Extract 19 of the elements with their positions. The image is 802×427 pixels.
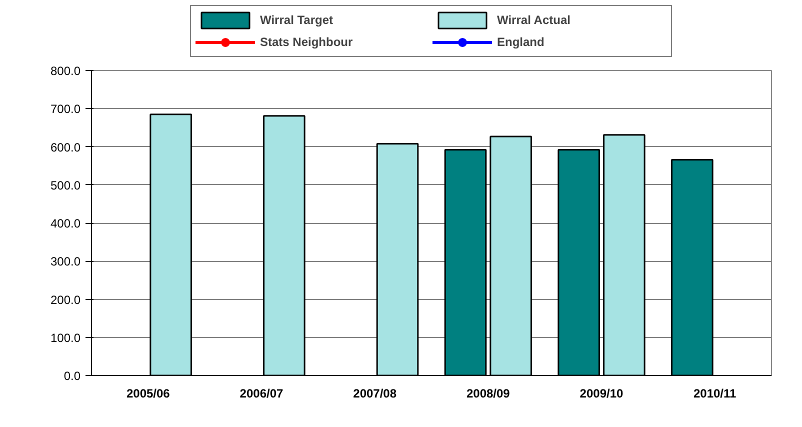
x-tick-label: 2006/07 (240, 386, 284, 400)
y-tick-label: 800.0 (50, 64, 81, 78)
x-tick-label: 2010/11 (693, 386, 737, 400)
y-tick-label: 200.0 (50, 292, 81, 307)
x-tick-label: 2007/08 (353, 386, 397, 400)
y-tick-label: 0.0 (64, 369, 81, 383)
y-tick-label: 600.0 (50, 140, 81, 154)
y-tick-label: 400.0 (50, 216, 81, 230)
y-tick-label: 700.0 (50, 102, 81, 116)
legend-label: England (497, 35, 546, 49)
legend-label: Stats Neighbour (260, 35, 354, 49)
legend-label: Wirral Target (260, 13, 334, 27)
x-tick-label: 2009/10 (580, 386, 624, 400)
x-tick-label: 2005/06 (126, 386, 170, 400)
x-tick-label: 2008/09 (466, 386, 510, 400)
y-tick-label: 500.0 (50, 178, 81, 192)
legend-label: Wirral Actual (497, 13, 572, 27)
y-tick-label: 300.0 (50, 254, 81, 269)
y-tick-label: 100.0 (50, 330, 81, 345)
